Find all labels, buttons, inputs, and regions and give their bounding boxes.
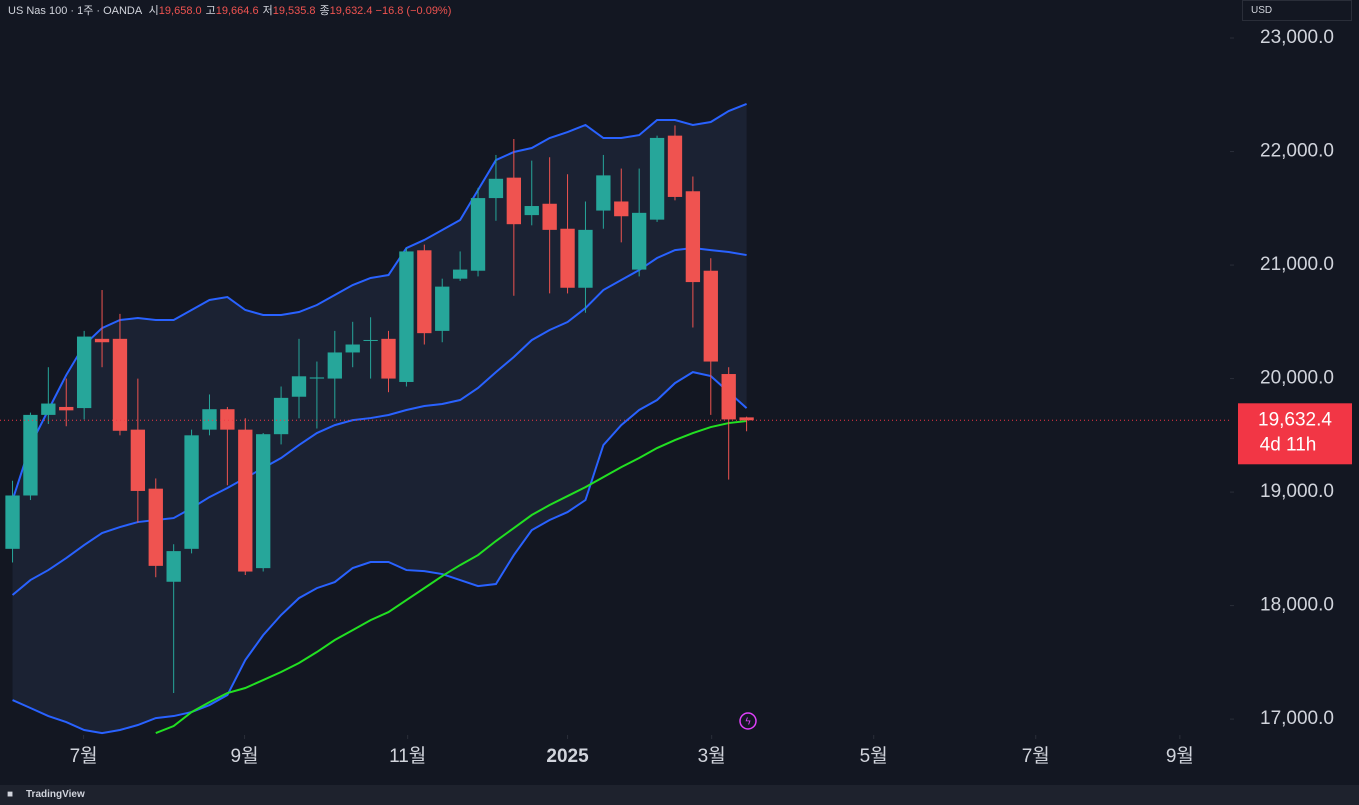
brand: TradingView <box>26 789 85 800</box>
brand-logo: ■ <box>7 789 14 800</box>
candle-body <box>148 488 163 566</box>
candle-body <box>273 397 289 435</box>
candle-body <box>327 352 342 379</box>
candle-body <box>632 212 647 270</box>
x-tick-label: 3월 <box>698 745 726 767</box>
last-price-label: 19,632.4 <box>1258 409 1332 430</box>
candle-body <box>309 377 325 379</box>
candle-body <box>488 178 504 199</box>
candle-body <box>76 336 92 409</box>
candle-body <box>506 177 522 225</box>
x-tick-label: 7월 <box>1022 745 1050 767</box>
candle-body <box>59 406 74 411</box>
x-tick-label: 9월 <box>231 745 259 767</box>
candle-body <box>345 344 360 353</box>
candle-body <box>470 198 486 271</box>
candle-body <box>578 229 593 288</box>
indicator-line <box>12 371 748 735</box>
alert-icon-glyph: ϟ <box>745 717 751 728</box>
candle-body <box>220 409 235 430</box>
x-tick-label: 2025 <box>546 746 589 767</box>
currency-button[interactable]: USD <box>1242 0 1352 21</box>
candle-body <box>685 191 701 283</box>
alert-icon[interactable] <box>739 712 757 730</box>
candle-body <box>417 250 432 334</box>
ohlc-label: 저 <box>262 5 273 17</box>
change: −16.8 (−0.09%) <box>375 5 452 17</box>
candle-body <box>238 429 253 572</box>
y-tick-label: 17,000.0 <box>1260 708 1334 729</box>
indicator-line <box>155 420 747 735</box>
candle-body <box>399 251 414 382</box>
candle-body <box>452 269 468 279</box>
candle-body <box>256 434 271 569</box>
candle-body <box>291 376 307 397</box>
x-tick-label: 7월 <box>70 745 98 767</box>
candle-body <box>524 206 539 216</box>
x-tick-label: 5월 <box>860 745 888 767</box>
y-tick-label: 20,000.0 <box>1260 368 1334 389</box>
ohlc: 시19,658.0 고19,664.6 저19,535.8 종19,632.4 <box>145 5 373 17</box>
ohlc-value: 19,664.6 <box>215 5 259 17</box>
candle-body <box>560 228 575 288</box>
candle-body <box>435 286 450 331</box>
y-tick-label: 19,000.0 <box>1260 481 1334 502</box>
candle-body <box>184 435 199 549</box>
plot-area <box>0 103 1230 735</box>
candle-body <box>721 374 736 420</box>
candle-body <box>381 338 396 379</box>
ohlc-value: 19,632.4 <box>329 5 373 17</box>
y-tick-label: 21,000.0 <box>1260 254 1334 275</box>
candle-body <box>614 201 629 217</box>
candle-body <box>739 417 754 421</box>
countdown-label: 4d 11h <box>1260 434 1317 455</box>
candle-body <box>23 414 38 496</box>
axes: 17,000.0 18,000.0 19,000.0 20,000.0 21,000.0… <box>70 27 1352 767</box>
ohlc-label: 시 <box>148 5 159 17</box>
candle-body <box>596 175 611 211</box>
ohlc-value: 19,535.8 <box>272 5 316 17</box>
candle-body <box>202 409 217 430</box>
symbol: US Nas 100 · 1주 · OANDA <box>8 5 142 17</box>
x-tick-label: 9월 <box>1166 745 1194 767</box>
y-tick-label: 23,000.0 <box>1260 27 1334 48</box>
candle-body <box>5 495 20 549</box>
candle-body <box>649 137 665 220</box>
footer: TradingView ■ <box>0 785 1359 805</box>
candle-body <box>667 135 683 197</box>
ohlc-label: 고 <box>205 5 216 17</box>
y-tick-label: 18,000.0 <box>1260 595 1334 616</box>
candle-body <box>41 403 56 415</box>
candle-body <box>94 338 110 343</box>
chart: 17,000.0 18,000.0 19,000.0 20,000.0 21,000.0… <box>0 27 1352 767</box>
last-price-box <box>1238 403 1352 465</box>
x-tick-label: 11월 <box>389 745 426 767</box>
indicator-line <box>11 247 747 596</box>
candle-body <box>363 339 378 341</box>
candle-body <box>130 429 146 491</box>
indicator-line <box>11 103 747 501</box>
y-tick-label: 22,000.0 <box>1260 141 1334 162</box>
candle-body <box>112 338 128 431</box>
candle-body <box>703 270 718 362</box>
candle-body <box>166 551 181 582</box>
candle-body <box>542 203 557 230</box>
ohlc-label: 종 <box>319 5 330 17</box>
header: US Nas 100 · 1주 · OANDA 시19,658.0 고19,664… <box>8 2 451 18</box>
ohlc-value: 19,658.0 <box>158 5 202 17</box>
